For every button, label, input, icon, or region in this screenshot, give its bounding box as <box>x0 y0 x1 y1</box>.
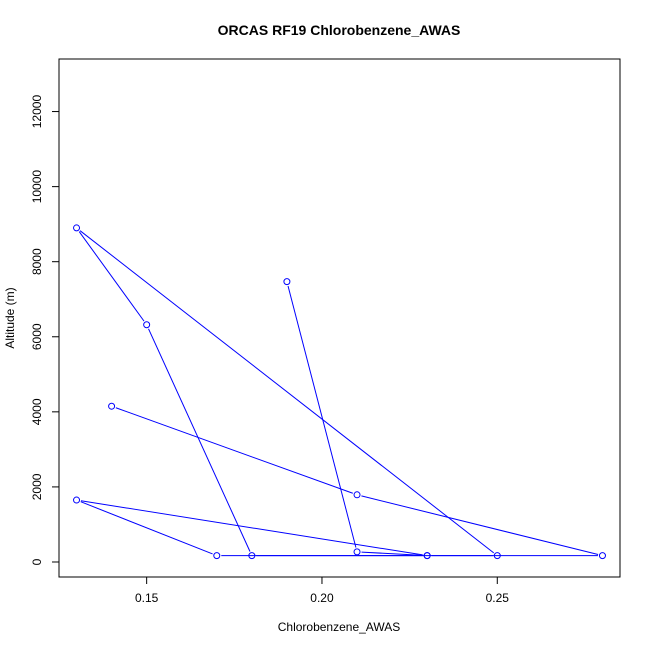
plot-frame <box>58 58 621 578</box>
data-point <box>353 491 361 499</box>
x-tick-label: 0.20 <box>310 591 334 605</box>
data-point <box>283 278 291 286</box>
y-tick-label: 8000 <box>30 248 44 275</box>
x-axis: 0.15 0.20 0.25 <box>135 577 509 605</box>
y-tick-label: 0 <box>30 558 44 565</box>
series-layer <box>73 224 606 560</box>
series-segment <box>79 230 495 554</box>
data-point <box>353 548 361 556</box>
x-tick-label: 0.25 <box>486 591 510 605</box>
data-point <box>73 224 81 232</box>
y-axis: 0 2000 4000 6000 8000 10000 12000 <box>30 95 59 565</box>
chart-title: ORCAS RF19 Chlorobenzene_AWAS <box>218 22 461 38</box>
series-segment <box>80 501 213 555</box>
y-axis-label: Altitude (m) <box>3 287 17 348</box>
series-segment <box>78 231 145 322</box>
data-point <box>213 552 221 560</box>
series-segment <box>361 551 423 556</box>
data-point <box>73 496 81 504</box>
y-tick-label: 6000 <box>30 323 44 350</box>
y-tick-label: 4000 <box>30 398 44 425</box>
y-tick-label: 10000 <box>30 170 44 204</box>
data-point <box>248 552 256 560</box>
x-tick-label: 0.15 <box>135 591 159 605</box>
y-tick-label: 12000 <box>30 95 44 129</box>
series-segment <box>115 407 353 494</box>
series-segment <box>148 328 251 552</box>
data-point <box>598 552 606 560</box>
series-segment <box>361 495 599 556</box>
data-point <box>108 402 116 410</box>
data-point <box>423 552 431 560</box>
data-point <box>143 321 151 329</box>
y-tick-label: 2000 <box>30 473 44 500</box>
data-point <box>493 552 501 560</box>
series-segment <box>287 285 357 548</box>
series-segment <box>80 500 423 556</box>
x-axis-label: Chlorobenzene_AWAS <box>278 620 401 634</box>
